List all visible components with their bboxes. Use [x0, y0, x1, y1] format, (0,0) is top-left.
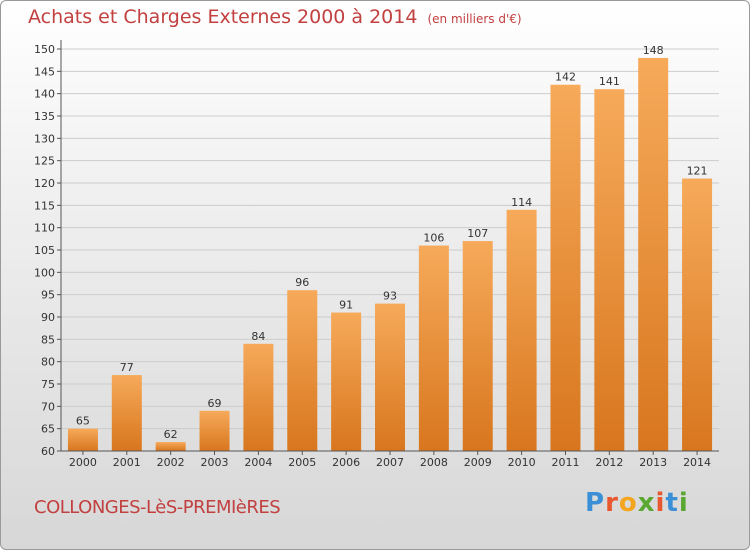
x-tick-label-2013: 2013: [639, 456, 667, 469]
bar-2009[interactable]: [462, 241, 493, 451]
x-axis-ticks: 2000 2001 2002 2003 2004 2005 2006 2007 2008 2009…: [69, 451, 711, 469]
logo-letter: i: [678, 488, 689, 518]
y-tick-label: 65: [41, 423, 55, 436]
y-tick-label: 140: [34, 88, 55, 101]
y-tick-label: 60: [41, 445, 55, 458]
data-label-2012: 141: [599, 75, 620, 88]
x-tick-label-2010: 2010: [508, 456, 536, 469]
bar-2012[interactable]: [594, 89, 625, 451]
logo-letter: r: [605, 488, 619, 518]
data-label-2004: 84: [251, 330, 265, 343]
chart-title: Achats et Charges Externes 2000 à 2014 (e…: [28, 6, 522, 28]
bars: [67, 57, 713, 452]
bar-2000[interactable]: [67, 428, 98, 451]
data-label-2009: 107: [467, 227, 488, 240]
x-tick-label-2007: 2007: [376, 456, 404, 469]
x-tick-label-2000: 2000: [69, 456, 97, 469]
bar-2008[interactable]: [418, 245, 449, 451]
y-tick-label: 70: [41, 400, 55, 413]
x-tick-label-2004: 2004: [244, 456, 272, 469]
data-labels: 65 77 62 69 84 96 91 93 106 107 114 142 141 148 121: [76, 44, 708, 441]
y-tick-label: 85: [41, 333, 55, 346]
y-tick-label: 135: [34, 110, 55, 123]
y-tick-label: 150: [34, 43, 55, 56]
data-label-2013: 148: [643, 44, 664, 57]
data-label-2008: 106: [423, 232, 444, 245]
data-label-2014: 121: [687, 165, 708, 178]
bar-2006[interactable]: [331, 312, 362, 451]
x-tick-label-2008: 2008: [420, 456, 448, 469]
data-label-2010: 114: [511, 196, 532, 209]
bar-2002[interactable]: [155, 442, 186, 451]
data-label-2011: 142: [555, 71, 576, 84]
bar-2003[interactable]: [199, 410, 230, 451]
data-label-2002: 62: [164, 428, 178, 441]
logo-letter: P: [585, 488, 606, 518]
data-label-2001: 77: [120, 361, 134, 374]
y-tick-label: 75: [41, 378, 55, 391]
y-tick-label: 120: [34, 177, 55, 190]
bar-2005[interactable]: [287, 290, 318, 451]
commune-name: COLLONGES-LèS-PREMIèRES: [34, 497, 281, 518]
x-tick-label-2006: 2006: [332, 456, 360, 469]
x-tick-label-2014: 2014: [683, 456, 711, 469]
y-tick-label: 80: [41, 356, 55, 369]
x-tick-label-2009: 2009: [464, 456, 492, 469]
bar-2007[interactable]: [375, 303, 405, 451]
bar-2011[interactable]: [550, 84, 581, 451]
bar-2001[interactable]: [111, 375, 142, 451]
bar-2014[interactable]: [682, 178, 713, 452]
x-tick-label-2002: 2002: [157, 456, 185, 469]
data-label-2006: 91: [339, 299, 353, 312]
data-label-2000: 65: [76, 415, 90, 428]
x-tick-label-2011: 2011: [551, 456, 579, 469]
y-tick-label: 110: [34, 222, 55, 235]
chart-title-text: Achats et Charges Externes 2000 à 2014: [28, 6, 418, 28]
chart-unit-note: (en milliers d'€): [427, 12, 522, 26]
x-tick-label-2012: 2012: [595, 456, 623, 469]
proxiti-logo[interactable]: Proxiti: [585, 488, 689, 518]
bar-2010[interactable]: [506, 209, 537, 451]
y-tick-label: 125: [34, 155, 55, 168]
logo-letter: o: [618, 488, 638, 518]
y-tick-label: 100: [34, 266, 55, 279]
y-tick-label: 95: [41, 289, 55, 302]
x-tick-label-2003: 2003: [201, 456, 229, 469]
data-label-2007: 93: [383, 290, 397, 303]
x-tick-label-2001: 2001: [113, 456, 141, 469]
y-tick-label: 145: [34, 65, 55, 78]
y-axis-ticks: 60 65 70 75 80 85 90 95 100 105 110 115 120 125 130 135…: [34, 43, 61, 458]
y-tick-label: 130: [34, 132, 55, 145]
data-label-2005: 96: [295, 276, 309, 289]
y-tick-label: 115: [34, 199, 55, 212]
y-tick-label: 105: [34, 244, 55, 257]
bar-2013[interactable]: [638, 57, 669, 451]
data-label-2003: 69: [208, 397, 222, 410]
bar-2004[interactable]: [243, 343, 274, 451]
x-tick-label-2005: 2005: [288, 456, 316, 469]
logo-letter: i: [655, 488, 666, 518]
y-tick-label: 90: [41, 311, 55, 324]
logo-letter: t: [665, 488, 679, 518]
logo-letter: x: [637, 488, 656, 518]
